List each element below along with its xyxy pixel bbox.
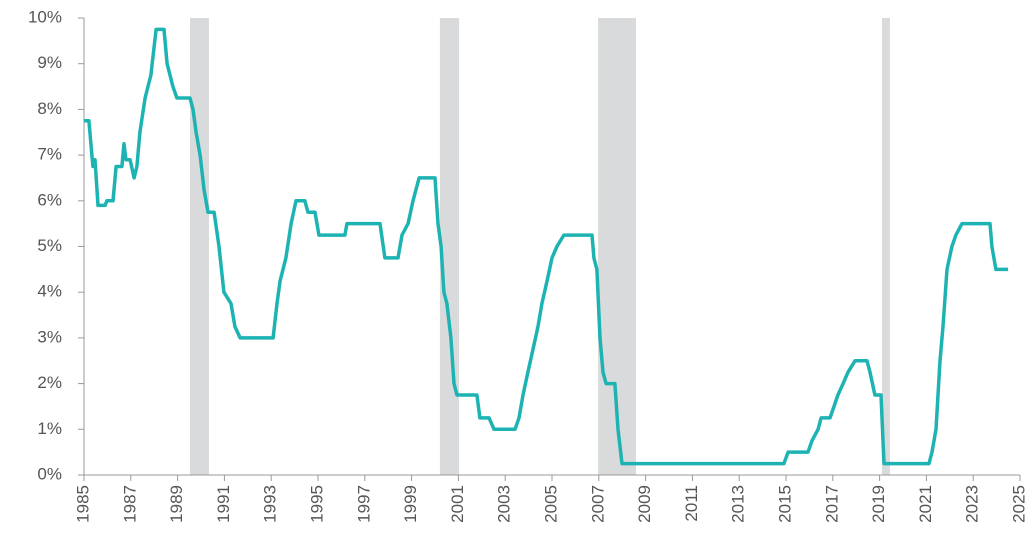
x-tick-label: 2003 bbox=[495, 485, 514, 523]
x-tick-label: 1989 bbox=[167, 485, 186, 523]
x-tick-label: 2019 bbox=[869, 485, 888, 523]
x-tick-label: 1995 bbox=[307, 485, 326, 523]
y-tick-label: 3% bbox=[37, 327, 62, 346]
x-tick-label: 1999 bbox=[401, 485, 420, 523]
y-tick-label: 4% bbox=[37, 282, 62, 301]
x-tick-label: 2015 bbox=[775, 485, 794, 523]
x-tick-label: 2009 bbox=[635, 485, 654, 523]
x-tick-label: 2013 bbox=[729, 485, 748, 523]
y-tick-label: 8% bbox=[37, 99, 62, 118]
y-tick-label: 9% bbox=[37, 53, 62, 72]
x-tick-label: 1987 bbox=[120, 485, 139, 523]
recession-band bbox=[190, 18, 209, 475]
x-tick-label: 2017 bbox=[822, 485, 841, 523]
recession-band bbox=[881, 18, 890, 475]
recession-band bbox=[439, 18, 460, 475]
rate-line bbox=[84, 27, 1009, 466]
x-tick-label: 1991 bbox=[214, 485, 233, 523]
x-tick-label: 2007 bbox=[588, 485, 607, 523]
x-tick-label: 1993 bbox=[261, 485, 280, 523]
x-tick-label: 2011 bbox=[682, 485, 701, 522]
y-tick-label: 5% bbox=[37, 236, 62, 255]
y-tick-label: 6% bbox=[37, 190, 62, 209]
y-tick-label: 0% bbox=[37, 464, 62, 483]
x-tick-label: 2001 bbox=[448, 485, 467, 523]
x-tick-label: 2025 bbox=[1009, 485, 1028, 523]
x-tick-label: 2023 bbox=[963, 485, 982, 523]
y-tick-label: 10% bbox=[28, 7, 62, 26]
x-tick-label: 1997 bbox=[354, 485, 373, 523]
x-tick-label: 2005 bbox=[541, 485, 560, 523]
y-tick-label: 1% bbox=[37, 419, 62, 438]
x-tick-label: 2021 bbox=[916, 485, 935, 523]
y-tick-label: 7% bbox=[37, 145, 62, 164]
y-tick-label: 2% bbox=[37, 373, 62, 392]
x-tick-label: 1985 bbox=[73, 485, 92, 523]
